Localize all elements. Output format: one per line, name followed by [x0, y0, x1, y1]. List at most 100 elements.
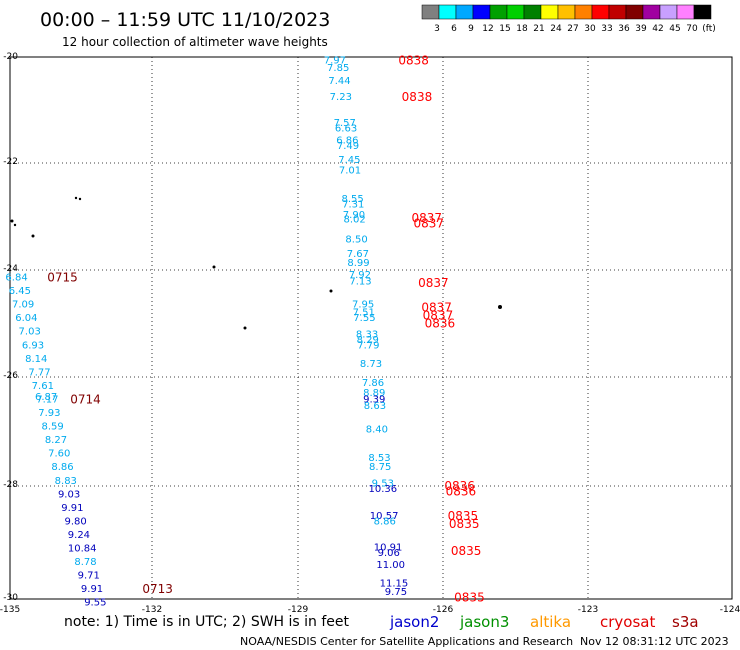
- wave-height-label: 9.55: [84, 598, 106, 609]
- wave-height-label: 10.57: [370, 511, 399, 522]
- x-tick-label: -135: [0, 605, 20, 615]
- wave-height-label: 8.83: [55, 476, 77, 487]
- wave-height-label: 7.93: [38, 408, 60, 419]
- legend-tick-label: 33: [601, 24, 612, 34]
- island-dot: [243, 326, 247, 330]
- satellite-legend: jason2 jason3 altika cryosat s3a: [389, 613, 699, 631]
- y-tick-label: -30: [3, 593, 18, 603]
- wave-height-label: 7.79: [357, 340, 379, 351]
- wave-height-label: 10.36: [368, 484, 397, 495]
- island-dot: [31, 234, 35, 238]
- wave-height-label: 8.75: [369, 462, 391, 473]
- wave-height-label: 8.86: [51, 462, 73, 473]
- wave-height-label: 7.92: [349, 270, 371, 281]
- chart-title: 00:00 – 11:59 UTC 11/10/2023: [40, 9, 330, 31]
- wave-height-label: 8.55: [341, 194, 363, 205]
- wave-height-label: 7.09: [12, 300, 34, 311]
- island-dot: [212, 265, 216, 269]
- legend-swatch: [455, 4, 474, 20]
- legend-swatch: [625, 4, 644, 20]
- x-tick-label: -126: [433, 605, 454, 615]
- legend-swatch: [523, 4, 542, 20]
- wave-height-label: 7.03: [19, 327, 41, 338]
- pass-time-label: 0835: [451, 544, 482, 558]
- x-tick-label: -132: [142, 605, 162, 615]
- legend-tick-label: 18: [516, 24, 528, 34]
- legend-swatch: [659, 4, 678, 20]
- legend-swatch: [472, 4, 491, 20]
- wave-height-label: 8.27: [45, 435, 67, 446]
- island-dot: [13, 223, 17, 227]
- wave-height-label: 6.04: [15, 313, 37, 324]
- legend-swatch: [574, 4, 593, 20]
- wave-height-label: 8.99: [347, 258, 369, 269]
- pass-time-label: 0715: [47, 271, 78, 285]
- pass-time-label: 0837: [421, 300, 452, 314]
- wave-height-label: 7.31: [342, 199, 364, 210]
- satellite-s3a-label: s3a: [672, 613, 699, 631]
- legend-tick-label: 15: [499, 24, 510, 34]
- wave-height-label: 7.49: [337, 141, 359, 152]
- wave-height-label: 7.17: [36, 394, 58, 405]
- wave-height-label: 9.39: [363, 394, 385, 405]
- x-tick-label: -124: [720, 605, 740, 615]
- axis-ticks: -135 -132 -129 -126 -123 -124 -20 -22 -24 -26 -28 -…: [0, 52, 740, 615]
- island-dot: [329, 289, 333, 293]
- wave-height-label: 9.91: [81, 584, 103, 595]
- island-dot: [10, 219, 14, 223]
- island-markers: [10, 196, 502, 330]
- legend-tick-label: 42: [652, 24, 663, 34]
- wave-height-label: 7.60: [48, 449, 70, 460]
- pass-time-label: 0835: [454, 590, 485, 604]
- wave-height-label: 7.44: [328, 76, 350, 87]
- legend-swatch: [540, 4, 559, 20]
- pass-time-label: 0835: [449, 517, 480, 531]
- wave-height-label: 8.78: [74, 557, 96, 568]
- legend-tick-label: 24: [550, 24, 562, 34]
- wave-height-label: 8.53: [368, 453, 390, 464]
- grid-lines: [10, 57, 732, 599]
- wave-height-label: 8.02: [343, 215, 365, 226]
- legend-swatch: [693, 4, 712, 20]
- wave-height-label: 10.84: [68, 544, 97, 555]
- wave-height-label: 9.80: [65, 516, 87, 527]
- satellite-cryosat-label: cryosat: [600, 613, 655, 631]
- color-legend: 3 6 9 12 15 18 21 24 27 30 33 36 39 42 45 70 (ft): [421, 4, 716, 34]
- time-labels: 0838083808370837083708370837083608360836…: [47, 54, 484, 605]
- legend-tick-label: (ft): [702, 24, 716, 34]
- legend-tick-label: 12: [482, 24, 493, 34]
- wave-height-label: 11.00: [376, 560, 405, 571]
- wave-height-label: 8.86: [374, 516, 396, 527]
- wave-height-label: 7.61: [32, 381, 54, 392]
- wave-height-label: 7.86: [362, 378, 384, 389]
- wave-height-label: 7.55: [353, 313, 375, 324]
- legend-tick-label: 30: [584, 24, 596, 34]
- observation-labels: 7.977.85 7.44 7.23 7.576.636.867.49 7.457.01…: [5, 56, 408, 609]
- wave-height-label: 6.93: [22, 340, 44, 351]
- wave-height-label: 8.63: [364, 401, 386, 412]
- wave-height-label: 8.33: [356, 329, 378, 340]
- wave-height-label: 7.67: [347, 249, 369, 260]
- wave-height-label: 7.97: [324, 56, 346, 67]
- wave-height-label: 8.50: [345, 235, 367, 246]
- legend-swatch: [608, 4, 627, 20]
- legend-swatch: [489, 4, 508, 20]
- wave-height-label: 6.87: [35, 392, 57, 403]
- footer-credit: NOAA/NESDIS Center for Satellite Applica…: [240, 635, 573, 648]
- legend-tick-label: 39: [635, 24, 647, 34]
- legend-tick-label: 21: [533, 24, 544, 34]
- wave-height-label: 8.59: [42, 422, 64, 433]
- wave-height-label: 8.89: [363, 388, 385, 399]
- pass-time-label: 0838: [402, 90, 433, 104]
- island-dot: [498, 305, 502, 309]
- legend-tick-label: 6: [451, 24, 457, 34]
- satellite-jason2-label: jason2: [389, 613, 439, 631]
- pass-time-label: 0837: [412, 211, 443, 225]
- wave-height-label: 9.71: [78, 571, 100, 582]
- wave-height-label: 9.24: [68, 530, 90, 541]
- wave-height-label: 9.75: [385, 587, 407, 598]
- legend-tick-label: 27: [567, 24, 578, 34]
- wave-height-label: 7.57: [334, 118, 356, 129]
- y-tick-label: -22: [3, 157, 18, 167]
